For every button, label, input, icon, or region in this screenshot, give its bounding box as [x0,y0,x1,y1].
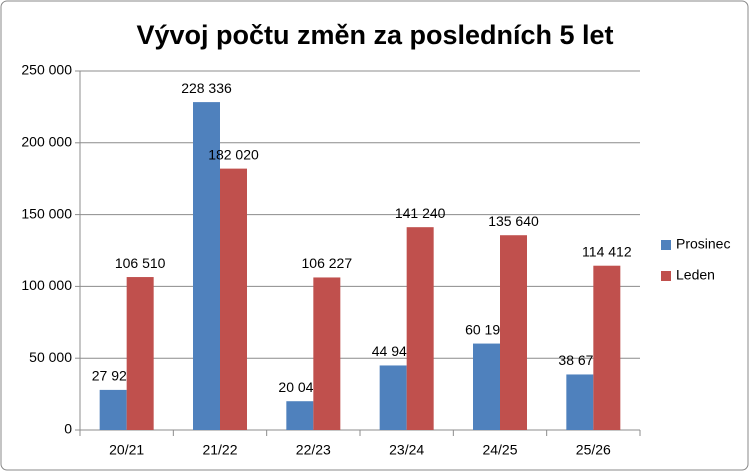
bar [593,265,621,430]
value-label: 27 926 [92,368,135,384]
bar [220,168,247,431]
y-tick-label: 150 000 [21,205,72,221]
value-label: 20 045 [278,379,321,395]
y-tick-label: 0 [64,421,72,437]
bar [500,235,527,430]
bar [286,401,314,430]
legend-label: Prosinec [676,236,730,252]
y-tick-label: 250 000 [21,62,72,78]
value-label: 60 193 [465,321,508,337]
x-tick-label: 20/21 [109,442,144,458]
bar [379,365,407,430]
y-tick-label: 50 000 [29,349,72,365]
bar [126,277,154,430]
value-label: 141 240 [395,205,446,221]
bar [406,227,434,430]
legend-label: Leden [676,267,715,283]
value-label: 106 227 [302,255,353,271]
legend-swatch [661,240,671,250]
bar [313,277,341,430]
y-tick-label: 100 000 [21,277,72,293]
value-label: 106 510 [115,255,166,271]
x-tick-label: 23/24 [389,442,424,458]
value-label: 44 944 [372,343,415,359]
x-tick-label: 24/25 [482,442,517,458]
value-label: 182 020 [208,146,259,162]
x-tick-label: 25/26 [576,442,611,458]
legend-swatch [661,271,671,281]
bar [99,389,127,430]
value-label: 228 336 [181,80,232,96]
bar [193,102,220,431]
x-tick-label: 22/23 [296,442,331,458]
chart-title: Vývoj počtu změn za posledních 5 let [136,20,613,50]
value-label: 135 640 [488,213,539,229]
value-label: 38 678 [558,352,601,368]
bar [473,343,500,430]
y-tick-label: 200 000 [21,134,72,150]
x-tick-label: 21/22 [202,442,237,458]
bar [566,374,594,430]
value-label: 114 412 [582,243,632,259]
